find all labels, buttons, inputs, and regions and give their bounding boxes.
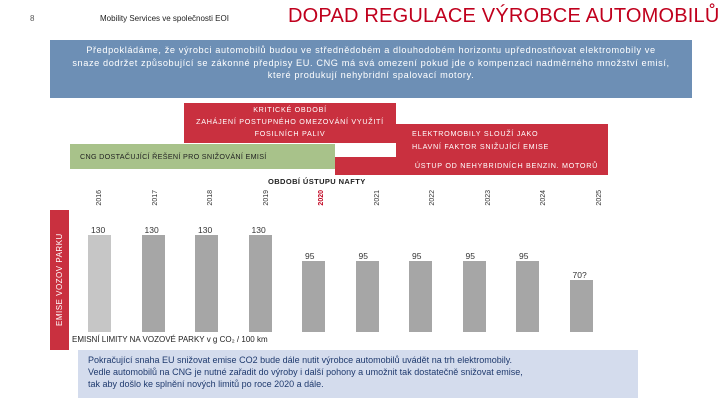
- critical-line: FOSILNÍCH PALIV: [254, 129, 326, 138]
- hybrid-retreat-box: ÚSTUP OD NEHYBRIDNÍCH BENZIN. MOTORŮ: [335, 157, 608, 175]
- bar-2020: [248, 234, 272, 332]
- footer-note: Pokračující snaha EU snižovat emise CO2 …: [78, 350, 638, 398]
- bar-2022: [355, 260, 379, 332]
- bar-value-2023: 95: [412, 250, 422, 261]
- year-label-2025: 2025: [595, 190, 603, 206]
- y-axis-label: EMISE VOZOV PARKU: [55, 233, 64, 327]
- intro-line: snaze dodržet způsobující se zákonné pře…: [72, 57, 670, 68]
- bar-value-2022: 95: [358, 250, 368, 261]
- bar-2024: [462, 260, 486, 332]
- page-number: 8: [30, 14, 35, 23]
- year-label-2021: 2021: [373, 190, 381, 206]
- footer-line: tak aby došlo ke splnění nových limitů p…: [88, 379, 324, 389]
- intro-line: Předpokládáme, že výrobci automobilů bud…: [86, 45, 656, 55]
- footer-line: Pokračující snaha EU snižovat emise CO2 …: [88, 355, 513, 365]
- bar-value-2024: 95: [465, 250, 475, 261]
- bar-2023: [409, 260, 432, 332]
- bar-value-2016: 130: [91, 224, 106, 235]
- critical-line: ZAHÁJENÍ POSTUPNÉHO OMEZOVÁNÍ VYUŽITÍ: [196, 117, 384, 126]
- year-label-2024: 2024: [540, 190, 547, 206]
- bar-2025+: [569, 279, 593, 332]
- bar-2016: [88, 234, 111, 332]
- bar-2019: [195, 234, 218, 332]
- critical-line: KRITICKÉ OBDOBÍ: [253, 105, 327, 114]
- bar-value-2021: 95: [305, 250, 315, 261]
- bar-2021: [302, 260, 325, 332]
- cng-box: CNG DOSTAČUJÍCÍ ŘEŠENÍ PRO SNIŽOVÁNÍ EMI…: [70, 144, 335, 169]
- year-label-2017: 2017: [151, 190, 159, 206]
- electro-line: HLAVNÍ FAKTOR SNIŽUJÍCÍ EMISE: [412, 142, 550, 151]
- bar-value-2019: 130: [198, 224, 213, 235]
- year-label-2019: 2019: [262, 190, 270, 206]
- year-label-2020: 2020: [318, 190, 325, 206]
- bar-value-2025+: 70?: [572, 269, 587, 280]
- bar-value-2025: 95: [519, 250, 529, 261]
- x-axis-label: EMISNÍ LIMITY NA VOZOVÉ PARKY v g CO₂ / …: [72, 335, 268, 344]
- year-label-2023: 2023: [484, 190, 492, 206]
- year-label-2016: 2016: [96, 190, 103, 206]
- intro-line: které produkují nehybridní spalovací mot…: [267, 70, 475, 80]
- year-label-2022: 2022: [429, 190, 436, 206]
- footer-line: Vedle automobilů na CNG je nutné zařadit…: [88, 367, 523, 377]
- electromobility-box: ELEKTROMOBILY SLOUŽÍ JAKO HLAVNÍ FAKTOR …: [396, 124, 608, 157]
- bar-2018: [141, 234, 165, 332]
- y-axis-band: [50, 210, 69, 350]
- bar-2025: [516, 260, 539, 332]
- page-title: DOPAD REGULACE VÝROBCE AUTOMOBILŮ: [288, 5, 720, 27]
- bar-value-2018: 130: [144, 224, 159, 235]
- critical-period-box: KRITICKÉ OBDOBÍ ZAHÁJENÍ POSTUPNÉHO OMEZ…: [184, 103, 396, 143]
- year-label-2018: 2018: [207, 190, 214, 206]
- bar-value-2020: 130: [251, 224, 266, 235]
- electro-line: ELEKTROMOBILY SLOUŽÍ JAKO: [412, 129, 539, 138]
- diesel-period-label: OBDOBÍ ÚSTUPU NAFTY: [268, 177, 366, 186]
- intro-banner: Předpokládáme, že výrobci automobilů bud…: [50, 40, 692, 98]
- company-label: Mobility Services ve společnosti EOI: [100, 14, 229, 23]
